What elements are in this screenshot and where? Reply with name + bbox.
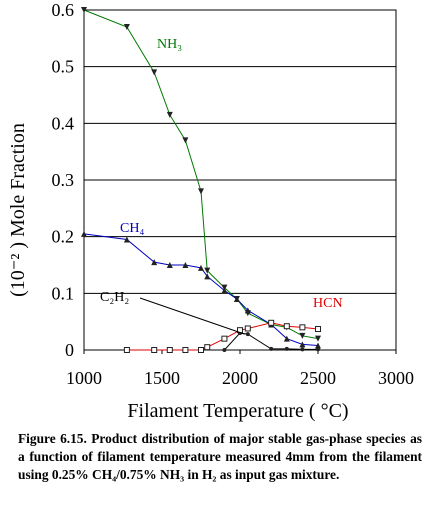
series-ch4	[81, 230, 321, 349]
data-point-nh3	[151, 69, 158, 76]
y-axis-title: (10⁻² ) Mole Fraction	[7, 123, 29, 297]
data-point-nh3	[315, 335, 321, 342]
data-point-hcn	[299, 324, 306, 331]
data-point-ch4	[204, 273, 211, 280]
data-point-ch4	[244, 307, 251, 314]
data-point-c2h2	[300, 347, 305, 352]
series-line-ch4	[83, 233, 319, 346]
data-point-c2h2	[245, 332, 250, 337]
data-point-ch4	[123, 236, 130, 243]
data-point-ch4	[233, 296, 240, 302]
data-point-nh3	[166, 111, 173, 118]
data-point-ch4	[198, 264, 204, 271]
series-label-hcn: HCN	[313, 296, 343, 311]
x-tick-label: 1000	[66, 368, 102, 388]
data-point-nh3	[204, 267, 211, 274]
y-axis: 0 0.1 0.2 0.3 0.4 0.5 0.6	[52, 0, 75, 360]
data-point-ch4	[151, 259, 158, 266]
chart: 0 0.1 0.2 0.3 0.4 0.5 0.6 1000 1500 2000 2500 3000…	[7, 0, 414, 422]
data-point-hcn	[123, 347, 130, 353]
data-point-c2h2	[316, 347, 320, 352]
y-tick-label: 0.4	[52, 113, 75, 133]
data-point-hcn	[151, 347, 158, 353]
series-labels: NH₃ CH₄ C₂H₂ HCN	[100, 37, 343, 335]
data-point-ch4	[81, 230, 87, 237]
gridlines	[84, 66, 396, 294]
data-point-hcn	[166, 347, 173, 353]
x-axis-title: Filament Temperature ( °C)	[127, 400, 348, 422]
data-point-ch4	[166, 262, 173, 268]
data-point-hcn	[268, 319, 275, 326]
data-point-hcn	[182, 347, 189, 353]
data-point-nh3	[123, 24, 130, 30]
y-tick-label: 0.6	[52, 0, 75, 20]
data-point-hcn	[204, 344, 211, 351]
data-point-hcn	[198, 347, 204, 353]
series-layer	[81, 7, 321, 353]
y-tick-label: 0.3	[52, 170, 75, 190]
y-tick-label: 0.1	[52, 283, 75, 303]
series-label-ch4: CH₄	[120, 221, 144, 236]
figure-caption: Figure 6.15. Product distribution of maj…	[18, 431, 422, 482]
data-point-ch4	[283, 335, 290, 342]
x-tick-label: 1500	[144, 368, 180, 388]
data-point-c2h2	[284, 346, 289, 351]
data-point-hcn	[244, 325, 251, 332]
x-tick-label: 2000	[222, 368, 258, 388]
series-hcn	[123, 319, 321, 353]
y-tick-label: 0.5	[52, 57, 75, 77]
data-point-ch4	[299, 341, 306, 348]
series-label-nh3: NH₃	[157, 37, 182, 52]
data-point-ch4	[221, 287, 228, 294]
data-point-nh3	[182, 137, 189, 144]
data-point-nh3	[299, 332, 306, 339]
data-point-ch4	[315, 342, 321, 349]
data-point-ch4	[182, 262, 189, 268]
data-point-hcn	[283, 323, 290, 330]
data-point-nh3	[198, 188, 204, 195]
c2h2-leader-line	[139, 297, 245, 335]
series-label-c2h2: C₂H₂	[100, 290, 129, 305]
data-point-hcn	[221, 335, 228, 342]
y-tick-label: 0	[65, 340, 74, 360]
x-tick-label: 3000	[378, 368, 414, 388]
x-tick-label: 2500	[300, 368, 336, 388]
data-point-c2h2	[222, 348, 227, 352]
y-tick-label: 0.2	[52, 227, 75, 247]
data-point-hcn	[315, 326, 321, 333]
data-point-c2h2	[269, 346, 274, 351]
x-axis: 1000 1500 2000 2500 3000	[66, 350, 414, 388]
data-point-nh3	[81, 7, 87, 13]
